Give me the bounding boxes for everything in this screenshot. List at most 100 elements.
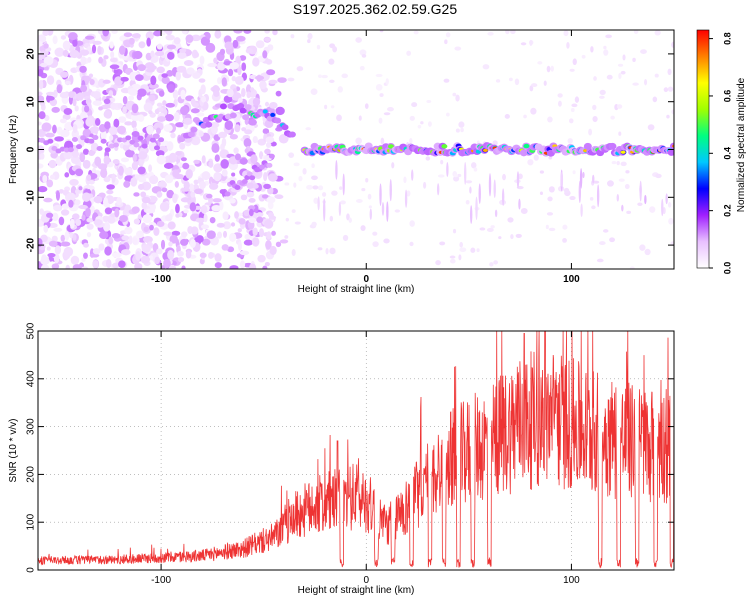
heatmap-cell	[217, 77, 222, 85]
heatmap-cell	[245, 48, 253, 54]
heatmap-cell	[445, 32, 451, 38]
heatmap-cell	[38, 95, 45, 103]
heatmap-cell	[629, 266, 635, 269]
heatmap-cell	[165, 102, 175, 108]
heatmap-cell	[53, 89, 58, 98]
heatmap-cell	[38, 52, 46, 60]
heatmap-cell	[266, 69, 276, 76]
heatmap-cell	[51, 106, 60, 113]
heatmap-cell	[187, 131, 195, 138]
heatmap-cell	[566, 42, 570, 49]
heatmap-cell	[262, 265, 268, 269]
heatmap-cell	[180, 231, 188, 238]
heatmap-cell	[420, 121, 424, 125]
heatmap-cell	[149, 137, 156, 143]
heatmap-cell	[123, 180, 131, 188]
heatmap-cell	[130, 177, 138, 187]
page-title: S197.2025.362.02.59.G25	[293, 1, 457, 17]
heatmap-cell	[325, 248, 329, 255]
heatmap-cell	[118, 45, 126, 55]
heatmap-cell	[244, 104, 252, 111]
heatmap-cell	[222, 221, 232, 230]
heatmap-cell	[469, 205, 473, 224]
heatmap-cell	[135, 251, 141, 261]
heatmap-cell	[654, 30, 661, 36]
heatmap-cell	[38, 121, 42, 126]
heatmap-cell	[592, 104, 597, 111]
heatmap-cell	[663, 87, 669, 93]
heatmap-cell	[214, 253, 222, 262]
heatmap-cell	[596, 184, 600, 208]
heatmap-cell	[105, 258, 112, 268]
heatmap-cell	[269, 101, 278, 109]
heatmap-cell	[311, 175, 318, 181]
heatmap-cell	[185, 169, 193, 179]
heatmap-cell	[38, 34, 47, 44]
heatmap-cell	[103, 221, 111, 232]
heatmap-cell	[237, 228, 242, 233]
heatmap-cell	[72, 98, 77, 107]
snr-x-axis-label: Height of straight line (km)	[298, 585, 415, 596]
heatmap-cell	[248, 208, 254, 217]
heatmap-cell	[103, 197, 109, 208]
colorbar-tick-label: 0.2	[722, 204, 732, 217]
heatmap-cell	[386, 107, 394, 112]
heatmap-cell	[234, 185, 241, 191]
heatmap-cell	[435, 260, 441, 266]
heatmap-cell	[44, 114, 50, 122]
heatmap-cell	[86, 174, 92, 181]
heatmap-cell	[249, 175, 256, 181]
heatmap-cell	[413, 30, 419, 35]
heatmap-cells	[38, 30, 674, 269]
heatmap-cell	[603, 49, 609, 56]
heatmap-cell	[100, 138, 107, 144]
heatmap-cell	[131, 206, 140, 214]
heatmap-cell	[666, 114, 670, 119]
heatmap-cell	[236, 35, 246, 42]
heatmap-cell	[124, 167, 133, 176]
heatmap-cell	[241, 62, 247, 71]
heatmap-cell	[562, 237, 567, 243]
heatmap-cell	[667, 202, 672, 208]
heatmap-cell	[103, 176, 111, 183]
heatmap-cell	[618, 178, 625, 182]
heatmap-cell	[277, 77, 287, 83]
heatmap-cell	[132, 153, 137, 162]
heatmap-cell	[458, 121, 465, 128]
heatmap-cell	[47, 252, 56, 258]
heatmap-cell	[361, 53, 367, 58]
heatmap-cell	[102, 30, 110, 37]
heatmap-cell	[40, 264, 50, 269]
heatmap-cell	[92, 248, 101, 255]
heatmap-cell	[256, 216, 264, 223]
heatmap-cell	[471, 162, 477, 169]
heatmap-cell	[69, 218, 75, 229]
heatmap-cell	[409, 115, 415, 121]
heatmap-cell	[579, 168, 583, 189]
heatmap-cell	[156, 248, 163, 255]
heatmap-cell	[252, 227, 258, 236]
heatmap-cell	[610, 115, 615, 120]
heatmap-cell	[144, 62, 155, 70]
heatmap-cell	[290, 34, 295, 39]
heatmap-cell	[632, 57, 636, 63]
heatmap-cell	[671, 41, 674, 48]
heatmap-cell	[177, 257, 185, 263]
heatmap-cell	[482, 148, 488, 152]
heatmap-cell	[38, 69, 44, 77]
heatmap-cell	[175, 150, 182, 156]
heatmap-cell	[133, 142, 140, 148]
heatmap-cell	[80, 84, 88, 93]
heatmap-cell	[156, 220, 165, 227]
heatmap-cell	[252, 97, 261, 106]
heatmap-cell	[258, 228, 264, 238]
heatmap-cell	[125, 135, 132, 141]
heatmap-cell	[76, 144, 83, 150]
heatmap-cell	[488, 173, 492, 197]
heatmap-cell	[288, 152, 295, 158]
heatmap-cell	[476, 248, 480, 253]
heatmap-cell	[234, 124, 241, 133]
heatmap-cell	[444, 39, 448, 45]
heatmap-cell	[647, 124, 655, 131]
heatmap-cell	[149, 224, 154, 231]
